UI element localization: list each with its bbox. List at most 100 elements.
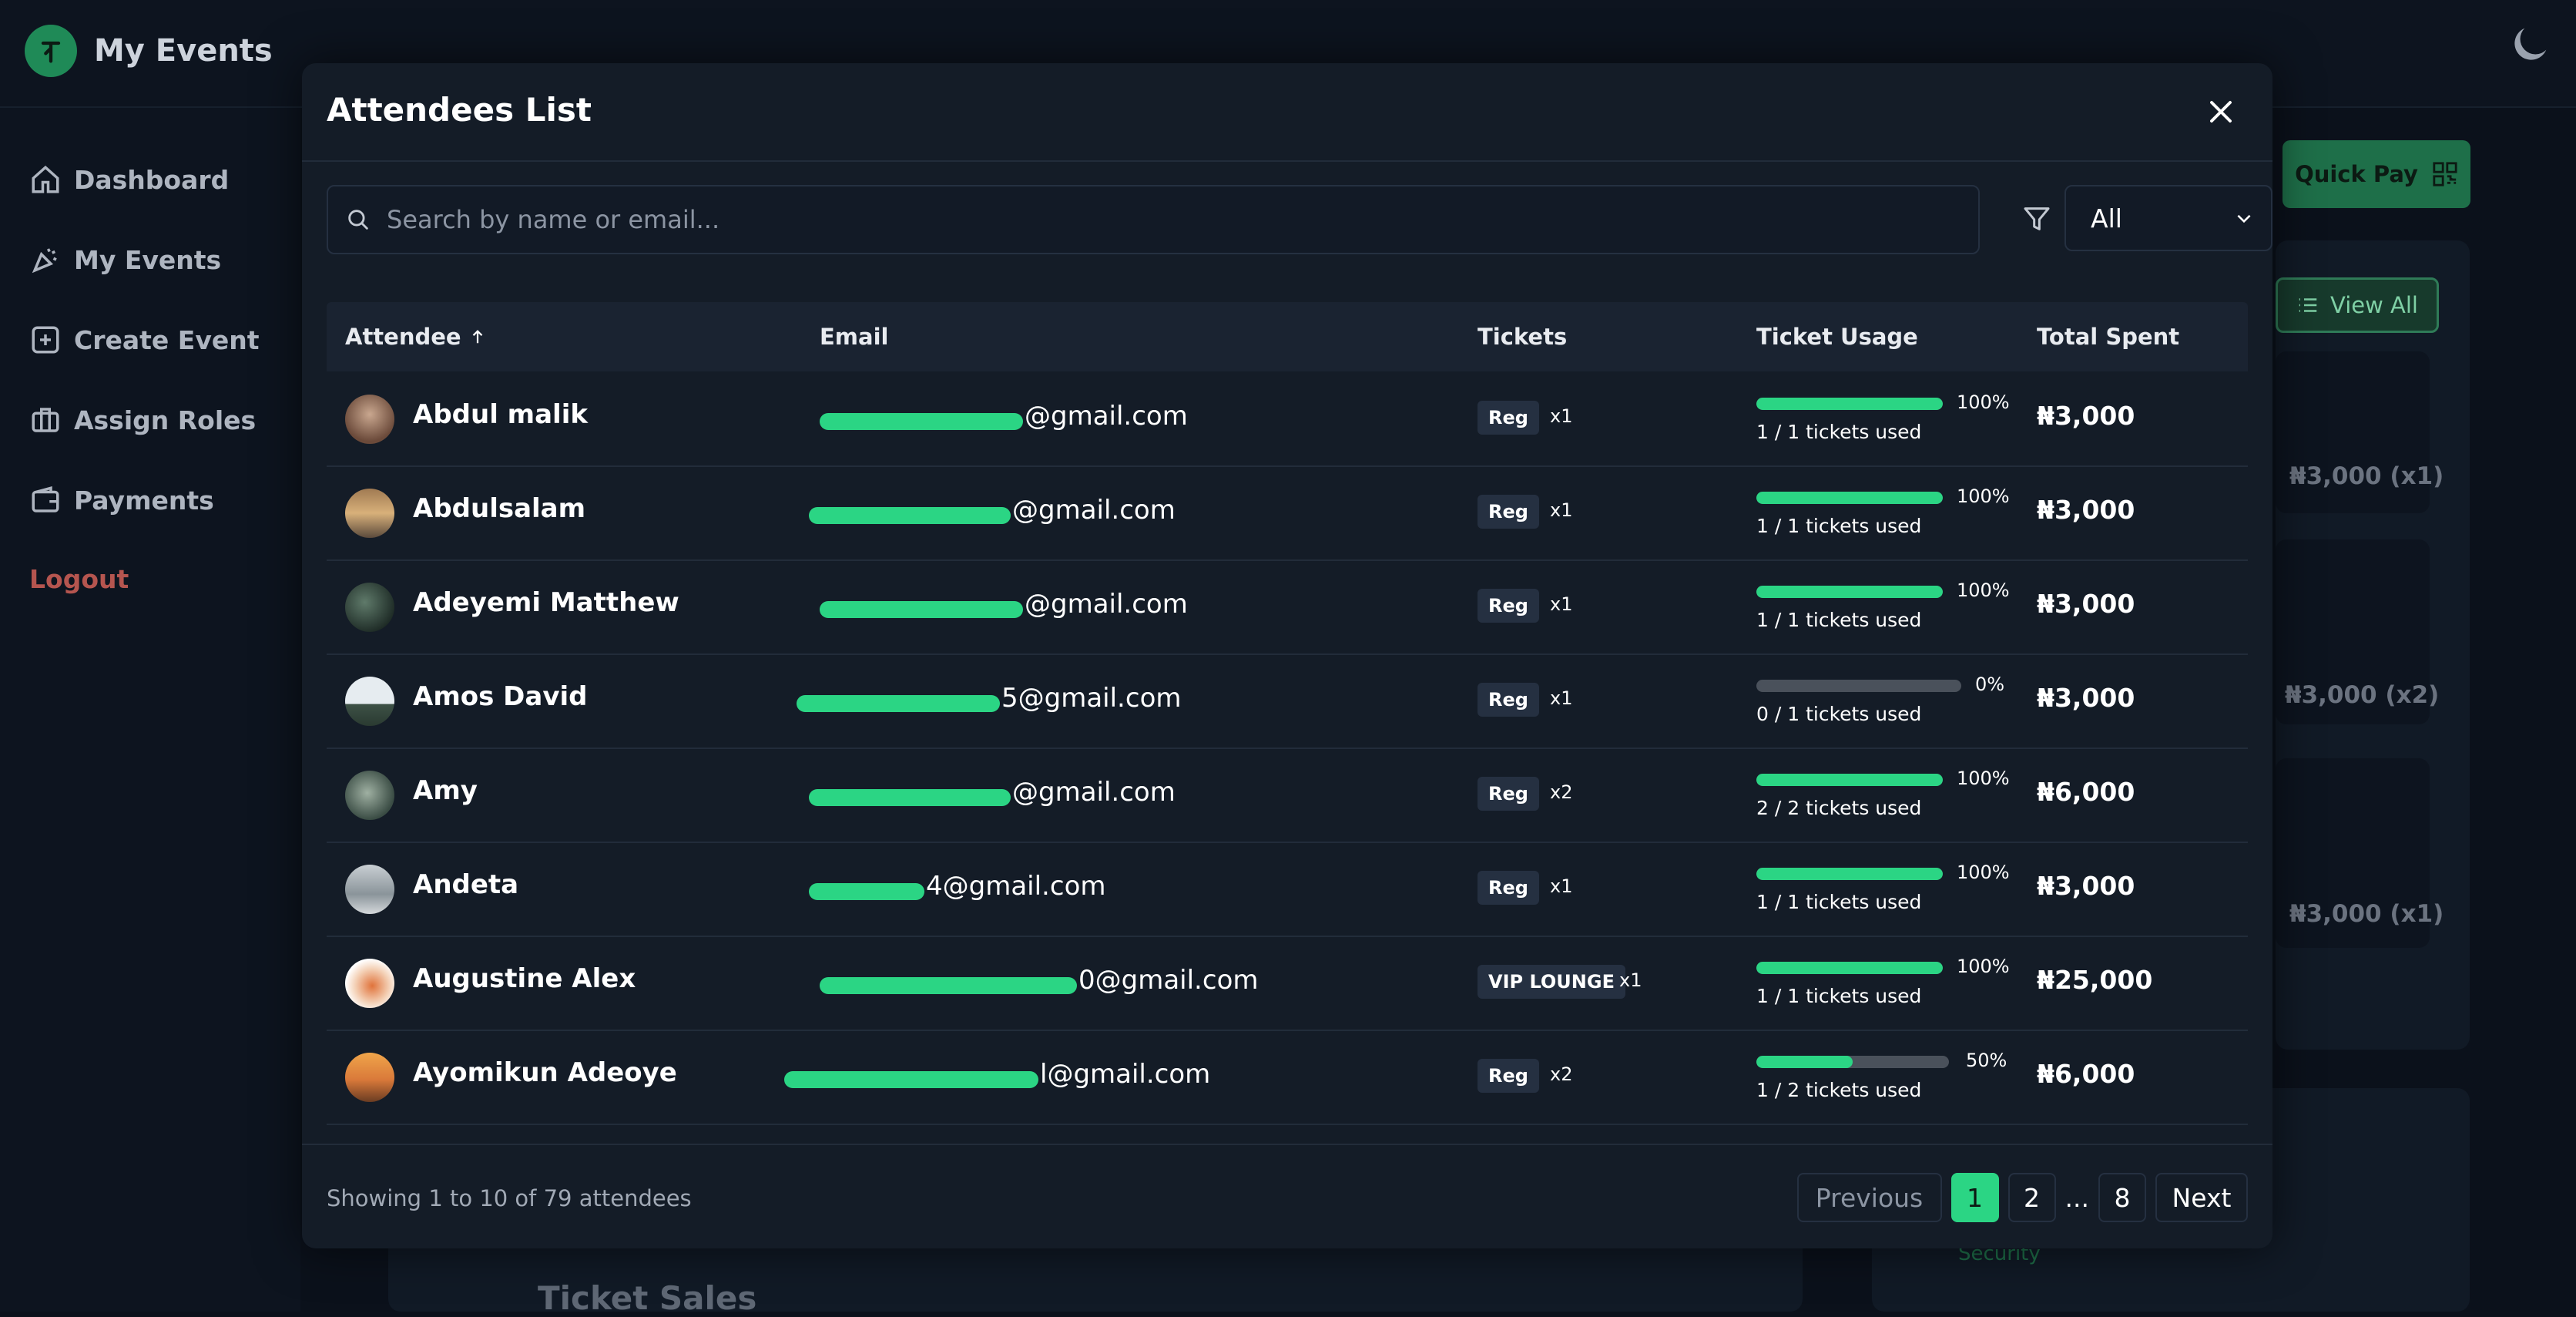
table-row[interactable]: Ayomikun Adeoye l@gmail.com Reg x2 50% 1…: [327, 1030, 2248, 1125]
avatar: [345, 677, 394, 726]
ticket-type-badge: Reg: [1478, 683, 1539, 717]
usage-bar: [1756, 492, 1943, 504]
quick-pay-label: Quick Pay: [2295, 161, 2418, 187]
total-spent: ₦3,000: [2037, 871, 2135, 901]
ticket-type-badge: Reg: [1478, 495, 1539, 529]
view-all-label: View All: [2330, 292, 2418, 318]
usage-bar-fill: [1756, 962, 1943, 974]
page-8-button[interactable]: 8: [2098, 1173, 2146, 1222]
usage-count: 1 / 1 tickets used: [1756, 421, 1922, 443]
search-icon: [348, 210, 368, 230]
background-amount: ₦3,000 (x2): [2285, 681, 2440, 709]
brand[interactable]: My Events: [25, 25, 273, 77]
total-spent: ₦25,000: [2037, 965, 2153, 995]
avatar: [345, 771, 394, 820]
column-header-label: Attendee: [345, 324, 461, 350]
attendee-email: 0@gmail.com: [820, 965, 1258, 996]
ticket-type-badge: Reg: [1478, 1059, 1539, 1093]
table-row[interactable]: Abdulsalam @gmail.com Reg x1 100% 1 / 1 …: [327, 465, 2248, 561]
table-row[interactable]: Adeyemi Matthew @gmail.com Reg x1 100% 1…: [327, 559, 2248, 655]
attendees-table: Attendee Email Tickets Ticket Usage Tota…: [327, 302, 2248, 1208]
redaction-mark: [809, 789, 1011, 806]
ticket-type-badge: Reg: [1478, 401, 1539, 435]
usage-bar: [1756, 680, 1961, 692]
column-header-spent: Total Spent: [2037, 324, 2180, 350]
redaction-mark: [820, 601, 1023, 618]
sidebar: Dashboard My Events Create Event Assign …: [0, 108, 300, 1312]
redaction-mark: [784, 1071, 1038, 1088]
sidebar-item-payments[interactable]: Payments: [29, 484, 214, 516]
sidebar-item-label: Assign Roles: [74, 405, 257, 435]
filter-icon[interactable]: [2021, 203, 2052, 234]
dark-mode-toggle-icon[interactable]: [2505, 20, 2554, 69]
plus-square-icon: [32, 326, 59, 354]
usage-count: 1 / 1 tickets used: [1756, 515, 1922, 537]
view-all-button[interactable]: View All: [2276, 277, 2439, 333]
previous-page-button[interactable]: Previous: [1796, 1173, 1942, 1222]
pagination-ellipsis: ...: [2064, 1182, 2089, 1213]
page-2-button[interactable]: 2: [2007, 1173, 2056, 1222]
sidebar-item-dashboard[interactable]: Dashboard: [29, 163, 229, 196]
attendee-email: 5@gmail.com: [797, 683, 1181, 714]
pagination: Previous 1 2 ... 8 Next: [1796, 1173, 2248, 1222]
background-amount: ₦3,000 (x1): [2289, 462, 2444, 490]
table-row[interactable]: Augustine Alex 0@gmail.com VIP LOUNGE x1…: [327, 936, 2248, 1031]
table-row[interactable]: Andeta 4@gmail.com Reg x1 100% 1 / 1 tic…: [327, 842, 2248, 937]
search-input[interactable]: [385, 204, 1929, 235]
usage-count: 2 / 2 tickets used: [1756, 797, 1922, 819]
usage-bar: [1756, 586, 1943, 598]
usage-bar-fill: [1756, 868, 1943, 880]
total-spent: ₦3,000: [2037, 589, 2135, 619]
attendee-name: Augustine Alex: [413, 963, 636, 994]
table-row[interactable]: Amy @gmail.com Reg x2 100% 2 / 2 tickets…: [327, 748, 2248, 843]
modal-title: Attendees List: [327, 91, 592, 129]
page-1-button[interactable]: 1: [1950, 1173, 1999, 1222]
column-header-usage: Ticket Usage: [1756, 324, 1918, 350]
background-card: [2276, 539, 2430, 724]
redaction-mark: [809, 883, 924, 900]
ticket-quantity: x1: [1550, 499, 1573, 521]
avatar: [345, 1053, 394, 1102]
total-spent: ₦6,000: [2037, 777, 2135, 807]
attendee-name: Abdulsalam: [413, 493, 586, 524]
usage-bar: [1756, 774, 1943, 786]
usage-count: 1 / 1 tickets used: [1756, 891, 1922, 913]
avatar: [345, 489, 394, 538]
table-row[interactable]: Amos David 5@gmail.com Reg x1 0% 0 / 1 t…: [327, 653, 2248, 749]
ticket-quantity: x1: [1550, 405, 1573, 427]
background-card: [2276, 351, 2430, 513]
app-title: My Events: [94, 33, 273, 69]
usage-bar-fill: [1756, 398, 1943, 410]
sidebar-item-assign-roles[interactable]: Assign Roles: [29, 404, 256, 436]
ticket-type-badge: Reg: [1478, 871, 1539, 905]
column-header-tickets: Tickets: [1478, 324, 1568, 350]
close-icon: [2210, 101, 2232, 123]
email-text: 0@gmail.com: [1078, 965, 1259, 996]
close-button[interactable]: [2202, 92, 2240, 131]
next-page-button[interactable]: Next: [2155, 1173, 2248, 1222]
app-logo-icon: [25, 25, 77, 77]
column-header-attendee[interactable]: Attendee: [345, 302, 486, 371]
redaction-mark: [820, 977, 1077, 994]
list-icon: [2299, 298, 2317, 312]
attendees-modal: Attendees List All Attendee Email Ticket…: [302, 63, 2272, 1248]
usage-percent: 100%: [1957, 768, 2010, 789]
total-spent: ₦3,000: [2037, 495, 2135, 525]
sidebar-item-my-events[interactable]: My Events: [29, 244, 221, 276]
table-row[interactable]: Abdul malik @gmail.com Reg x1 100% 1 / 1…: [327, 371, 2248, 467]
pagination-summary: Showing 1 to 10 of 79 attendees: [327, 1185, 692, 1211]
filter-select[interactable]: All: [2064, 185, 2272, 251]
ticket-sales-heading: Ticket Sales: [538, 1279, 757, 1317]
sidebar-item-create-event[interactable]: Create Event: [29, 324, 260, 356]
briefcase-icon: [32, 408, 59, 432]
ticket-quantity: x1: [1550, 593, 1573, 615]
avatar: [345, 583, 394, 632]
wallet-icon: [32, 485, 59, 512]
email-text: @gmail.com: [1025, 401, 1188, 432]
sidebar-item-label: Dashboard: [74, 164, 230, 195]
quick-pay-button[interactable]: Quick Pay: [2283, 140, 2470, 208]
attendee-name: Andeta: [413, 869, 519, 900]
usage-bar: [1756, 868, 1943, 880]
logout-link[interactable]: Logout: [29, 564, 129, 594]
search-box[interactable]: [327, 185, 1980, 254]
